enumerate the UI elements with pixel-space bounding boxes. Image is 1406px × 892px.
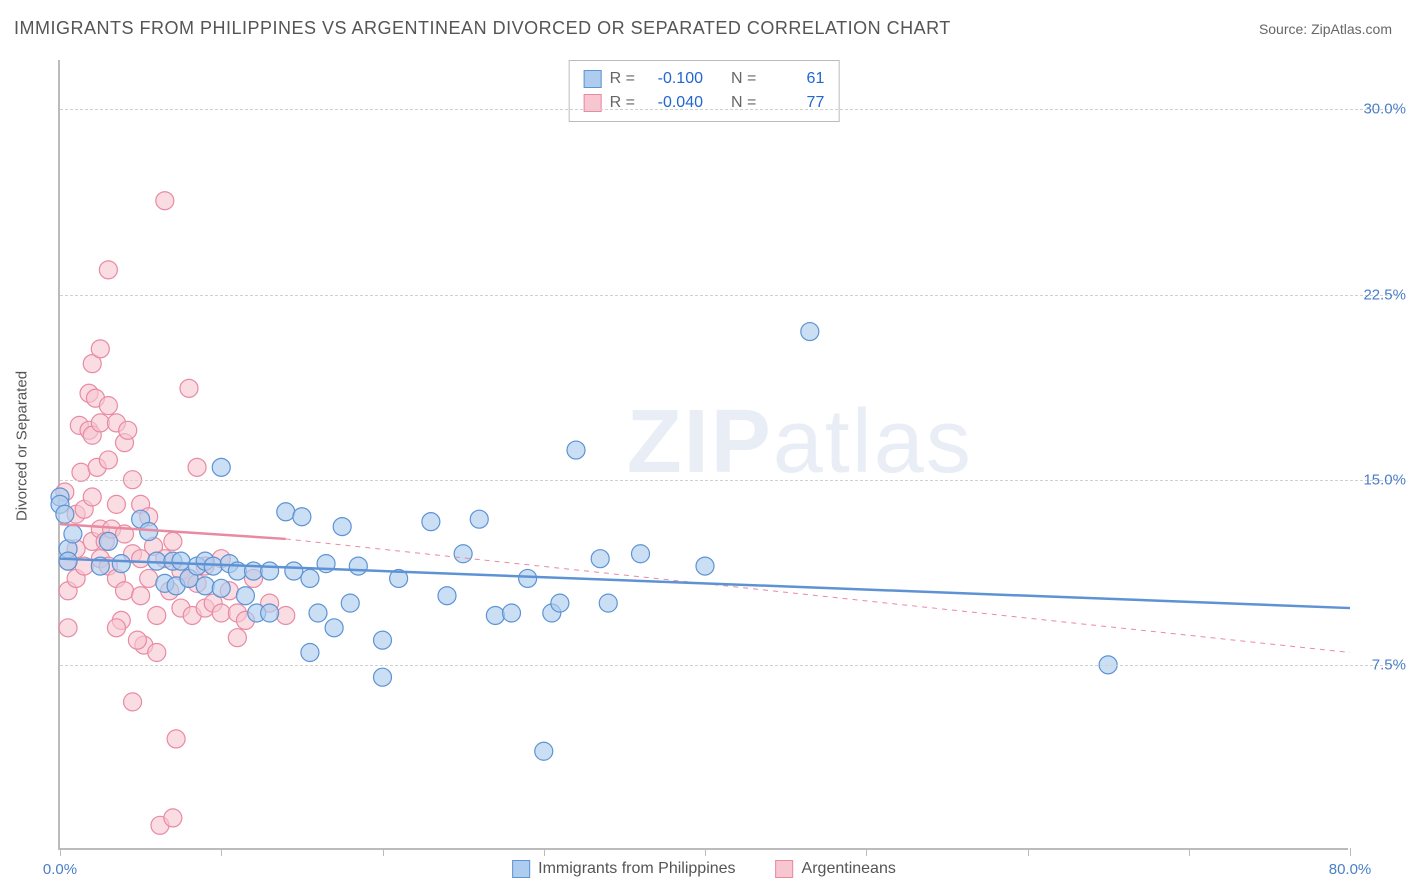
legend-label-blue: Immigrants from Philippines <box>538 860 735 878</box>
ytick-label: 30.0% <box>1363 101 1406 118</box>
xtick <box>221 848 222 856</box>
swatch-blue <box>512 860 530 878</box>
n-label: N = <box>731 67 756 91</box>
plot-area: ZIPatlas R = -0.100 N = 61 R = -0.040 N … <box>58 60 1348 850</box>
r-label: R = <box>610 91 635 115</box>
n-label: N = <box>731 91 756 115</box>
xtick <box>1350 848 1351 856</box>
xtick-label: 80.0% <box>1329 861 1372 878</box>
stat-legend: R = -0.100 N = 61 R = -0.040 N = 77 <box>569 60 840 122</box>
gridline <box>60 109 1398 110</box>
trendline <box>60 559 1350 608</box>
chart-title: IMMIGRANTS FROM PHILIPPINES VS ARGENTINE… <box>14 18 951 39</box>
n-value-blue: 61 <box>764 67 824 91</box>
r-label: R = <box>610 67 635 91</box>
ytick-label: 15.0% <box>1363 471 1406 488</box>
xtick <box>1028 848 1029 856</box>
ytick-label: 22.5% <box>1363 286 1406 303</box>
trend-layer <box>60 60 1348 848</box>
xtick <box>705 848 706 856</box>
stat-row-pink: R = -0.040 N = 77 <box>584 91 825 115</box>
swatch-pink <box>776 860 794 878</box>
trendline <box>286 539 1350 653</box>
gridline <box>60 480 1398 481</box>
bottom-legend: Immigrants from Philippines Argentineans <box>512 860 896 878</box>
xtick <box>60 848 61 856</box>
source-label: Source: ZipAtlas.com <box>1259 21 1392 37</box>
xtick-label: 0.0% <box>43 861 77 878</box>
legend-item-pink: Argentineans <box>776 860 896 878</box>
n-value-pink: 77 <box>764 91 824 115</box>
xtick <box>544 848 545 856</box>
xtick <box>1189 848 1190 856</box>
gridline <box>60 665 1398 666</box>
ytick-label: 7.5% <box>1372 656 1406 673</box>
xtick <box>383 848 384 856</box>
gridline <box>60 295 1398 296</box>
r-value-blue: -0.100 <box>643 67 703 91</box>
xtick <box>866 848 867 856</box>
swatch-blue <box>584 70 602 88</box>
r-value-pink: -0.040 <box>643 91 703 115</box>
legend-label-pink: Argentineans <box>802 860 896 878</box>
trendline <box>60 524 286 539</box>
y-axis-label: Divorced or Separated <box>14 371 31 521</box>
legend-item-blue: Immigrants from Philippines <box>512 860 735 878</box>
stat-row-blue: R = -0.100 N = 61 <box>584 67 825 91</box>
